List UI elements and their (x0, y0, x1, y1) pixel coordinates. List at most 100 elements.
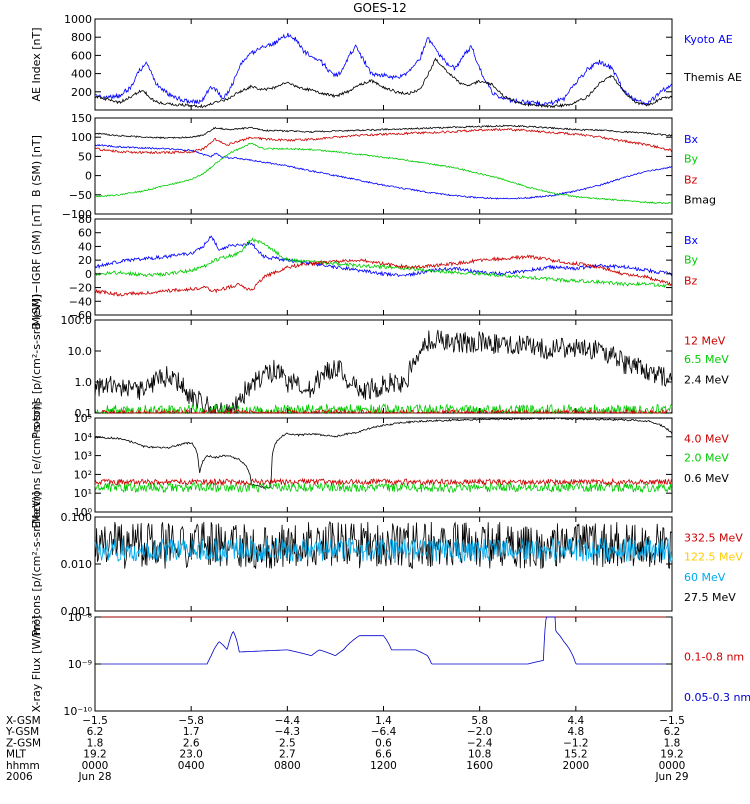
ytick-label: 0 (85, 268, 92, 281)
ytick-label: 100.0 (61, 314, 93, 327)
x-tick-value: 10.8 (468, 749, 491, 761)
ytick-label: 10³ (74, 450, 92, 463)
ytick-label: 20 (78, 254, 92, 267)
ylabel: Protons [p/(cm²-s-sr-MeV)] (30, 492, 43, 637)
x-tick-value: Jun 28 (77, 771, 111, 783)
ytick-label: 10⁵ (74, 412, 92, 425)
ytick-label: 10.0 (68, 345, 93, 358)
ytick-label: 150 (71, 112, 92, 125)
x-tick-value: 19.2 (83, 749, 106, 761)
series-label: Bx (684, 234, 699, 247)
series-label: Kyoto AE (684, 33, 733, 46)
panel-frame (94, 117, 673, 215)
x-tick-value: 0000 (82, 760, 109, 772)
series-label: 122.5 MeV (684, 550, 743, 563)
panel-protons-high: 0.001 0.010 0.100 Protons [p/(cm²-s-sr-MeV)… (30, 492, 743, 637)
x-tick-value: 23.0 (179, 749, 202, 761)
series-label: Bz (684, 173, 698, 186)
series-by (94, 237, 673, 289)
ytick-label: 100 (71, 131, 92, 144)
ytick-label: 1.0 (75, 376, 93, 389)
ytick-label: 80 (78, 213, 92, 226)
panel-xray: 10⁻¹⁰ 10⁻⁹ 10⁻⁸ X-ray Flux [W/m²] 0.1-0.8 nm… (30, 611, 750, 718)
ytick-label: −20 (69, 282, 92, 295)
ylabel: Electrons [e/(cm²-s-sr)] (30, 401, 43, 528)
ytick-label: 0.100 (61, 511, 93, 524)
series-label: 0.1-0.8 nm (684, 650, 744, 663)
x-tick-value: 0000 (659, 760, 686, 772)
series-bz (94, 127, 673, 155)
series-label: 27.5 MeV (684, 591, 736, 604)
x-tick-value: 2000 (562, 760, 589, 772)
ytick-label: 40 (78, 240, 92, 253)
series-bmag (94, 124, 673, 140)
ytick-label: 400 (71, 68, 92, 81)
x-tick-value: −2.4 (467, 737, 493, 749)
ytick-label: 0.001 (61, 605, 93, 618)
panel-frame (94, 417, 673, 513)
x-tick-value: −6.4 (371, 726, 397, 738)
x-row-label: X-GSM (6, 715, 41, 727)
ytick-label: 200 (71, 86, 92, 99)
x-tick-value: −1.5 (82, 715, 108, 727)
x-tick-value: 1.7 (183, 726, 200, 738)
x-tick-value: 19.2 (660, 749, 683, 761)
series-label: Bz (684, 274, 698, 287)
x-tick-value: 2.5 (279, 737, 296, 749)
panel-frame (94, 516, 673, 612)
x-tick-value: 0400 (178, 760, 205, 772)
ylabel: B (SM) [nT] (30, 135, 43, 197)
ytick-label: 60 (78, 227, 92, 240)
series-label: 60 MeV (684, 571, 726, 584)
ytick-label: 600 (71, 49, 92, 62)
ytick-label: 800 (71, 31, 92, 44)
series-label: By (684, 253, 699, 266)
series-label: Bmag (684, 194, 716, 207)
series-27-5-mev (94, 521, 673, 570)
series-bx (94, 143, 673, 200)
ylabel: AE Index [nT] (30, 27, 43, 101)
ylabel: Protons [p/(cm²-s-sr-MeV)] (30, 294, 43, 439)
ylabel: X-ray Flux [W/m²] (30, 616, 43, 713)
series-2-4-mev (94, 329, 673, 414)
ytick-label: 10⁴ (74, 431, 93, 444)
panel-ae: 200 400 600 800 1000 AE Index [nT] Kyoto AE The… (30, 13, 742, 111)
x-tick-value: 4.8 (567, 726, 584, 738)
x-row-label: Z-GSM (6, 737, 41, 749)
series-label: 0.05-0.3 nm (684, 691, 750, 704)
series-kyoto-ae (95, 32, 673, 107)
ytick-label: 1000 (64, 13, 92, 26)
x-tick-value: 4.4 (567, 715, 584, 727)
x-tick-value: 1.4 (375, 715, 392, 727)
series-2-0-mev (94, 481, 673, 494)
x-tick-value: 15.2 (564, 749, 587, 761)
x-row-label: MLT (6, 749, 26, 761)
x-tick-value: 5.8 (471, 715, 488, 727)
x-tick-value: 0.6 (375, 737, 392, 749)
series-0-6-mev (94, 417, 673, 490)
ytick-label: −50 (69, 189, 92, 202)
x-tick-value: 6.2 (87, 726, 104, 738)
figure-title: GOES-12 (353, 1, 407, 15)
x-tick-value: −1.2 (563, 737, 589, 749)
series-label: 6.5 MeV (684, 353, 729, 366)
ylabel: B (SM)−IGRF (SM) [nT] (30, 204, 43, 329)
ytick-label: 50 (78, 150, 92, 163)
series-label: Bx (684, 133, 699, 146)
series-label: By (684, 152, 699, 165)
x-tick-value: Jun 29 (654, 771, 688, 783)
series-label: 332.5 MeV (684, 532, 743, 545)
panel-bsm: −100 −50 0 50 100 150 B (SM) [nT] Bx By Bz Bmag (30, 112, 716, 221)
ytick-label: 10² (74, 468, 92, 481)
x-tick-value: 6.6 (375, 749, 392, 761)
ytick-label: 0 (85, 170, 92, 183)
ytick-label: 10⁻⁸ (68, 611, 93, 624)
x-tick-value: 0800 (274, 760, 301, 772)
series-bz (94, 254, 673, 297)
series-4-0-mev (94, 477, 673, 487)
x-row-label: hhmm (6, 760, 40, 772)
series-60-mev (94, 537, 673, 563)
